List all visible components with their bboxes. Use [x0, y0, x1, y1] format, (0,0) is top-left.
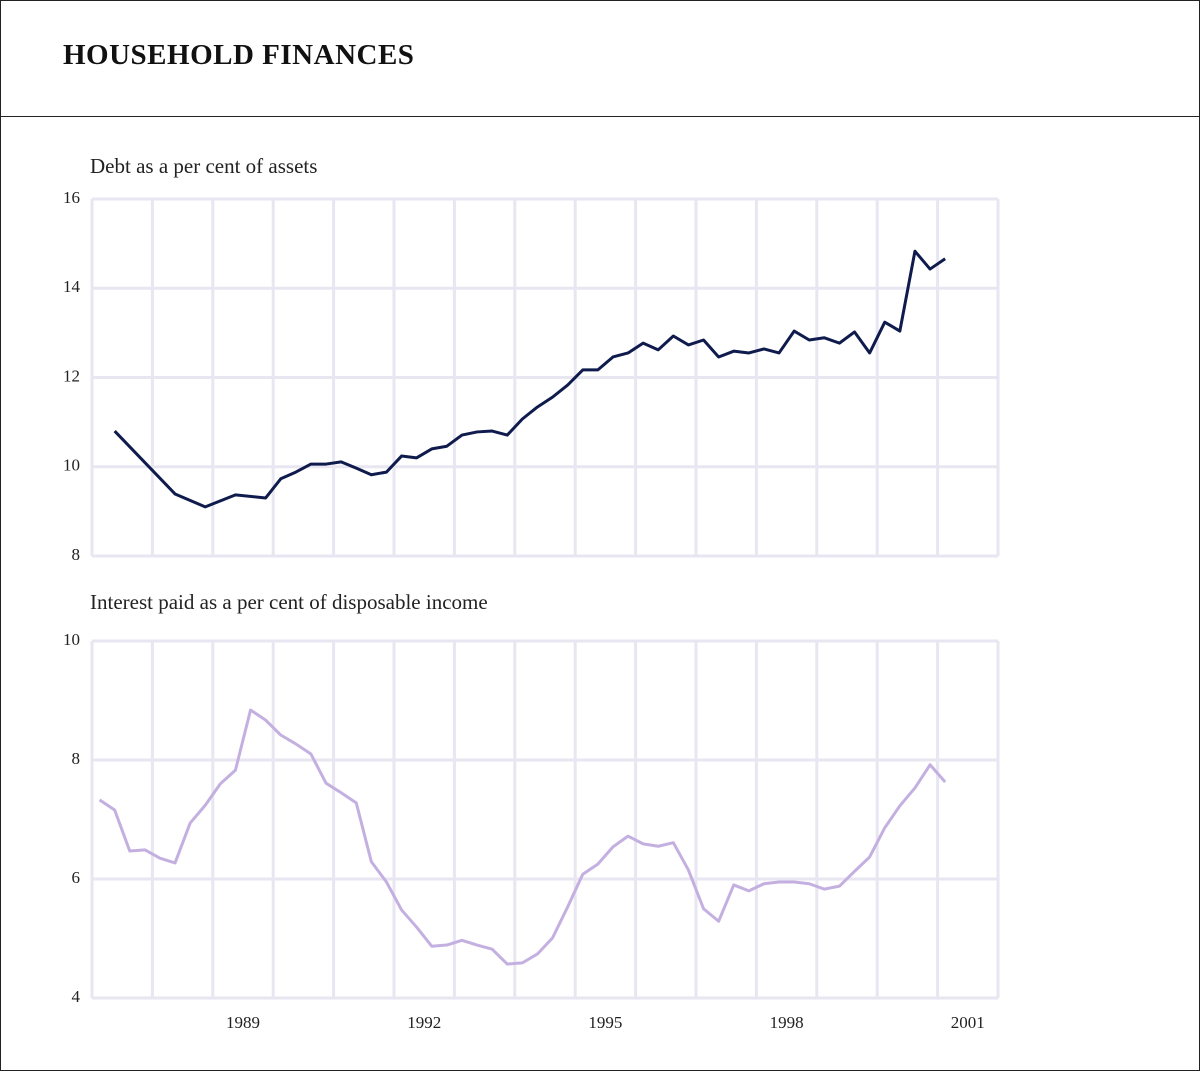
y-tick-label: 8	[72, 749, 81, 768]
y-tick-label: 12	[63, 366, 80, 385]
data-line	[113, 249, 946, 509]
y-tick-label: 8	[72, 545, 81, 564]
y-tick-label: 4	[72, 987, 81, 1006]
chart-title: Debt as a per cent of assets	[90, 154, 317, 178]
y-tick-label: 14	[63, 277, 81, 296]
x-tick-label: 1992	[407, 1013, 441, 1032]
y-tick-label: 6	[72, 868, 81, 887]
y-tick-label: 10	[63, 456, 80, 475]
x-tick-label: 1995	[588, 1013, 622, 1032]
x-tick-label: 1989	[226, 1013, 260, 1032]
data-line	[98, 708, 947, 966]
x-tick-label: 1998	[770, 1013, 804, 1032]
header: HOUSEHOLD FINANCES	[1, 1, 1199, 117]
chart-title: Interest paid as a per cent of disposabl…	[90, 590, 488, 614]
y-tick-label: 10	[63, 630, 80, 649]
x-tick-label: 2001	[951, 1013, 985, 1032]
y-tick-label: 16	[63, 188, 80, 207]
page-title: HOUSEHOLD FINANCES	[63, 39, 415, 71]
